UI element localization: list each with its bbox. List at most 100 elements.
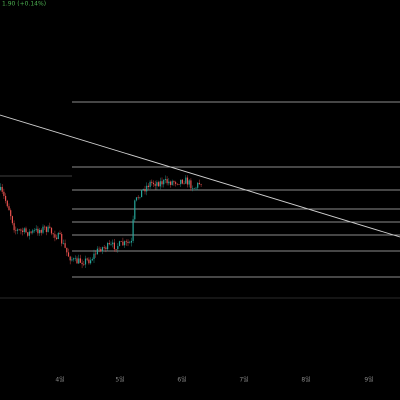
candle-body [71,259,73,261]
candle-body [197,182,199,188]
candle-body [57,232,59,239]
candle-body [125,241,127,242]
x-tick-label: 8일 [301,376,310,384]
candle-body [54,234,56,238]
candle-body [166,179,168,184]
candle-body [105,247,107,250]
candle-body [161,181,163,185]
candle-body [74,258,76,259]
candle-body [149,181,151,188]
candle-body [5,195,7,201]
candle-body [144,189,146,192]
candle-body [27,232,29,236]
candle-body [129,242,131,244]
x-tick-label: 6일 [177,376,186,384]
candle-body [180,179,182,185]
candle-body [76,258,78,264]
candle-body [30,231,32,233]
candle-body [132,219,134,241]
candle-body [193,188,195,189]
candle-body [115,249,117,250]
candle-body [103,247,105,248]
candle-body [28,231,30,236]
candle-body [156,182,158,186]
candle-body [159,181,161,187]
candle-body [93,253,95,260]
levels [0,101,400,299]
candle-body [8,206,10,211]
candle-body [84,258,87,265]
candle-body [142,189,144,190]
candle-body [107,243,109,250]
candle-body [15,230,17,231]
x-tick-label: 7일 [239,376,248,384]
candle-body [90,260,92,264]
quote-text: 1.90 (+0.14%) [2,1,46,8]
candle-body [3,191,5,196]
candle-body [178,184,180,185]
candle-body [44,226,46,228]
x-tick-label: 4일 [55,376,64,384]
candle-body [13,223,15,231]
candle-body [79,258,81,263]
candle-body [6,200,8,207]
candle-body [59,232,61,235]
candle-body [66,247,68,253]
candle-body [113,242,115,250]
candle-body [112,242,114,245]
candle-body [88,259,90,264]
candle-body [11,216,13,224]
candle-body [37,228,39,234]
candle-body [52,233,54,235]
candle-body [62,243,64,244]
candle-body [120,241,122,242]
candle-body [134,200,136,220]
candle-body [137,197,139,198]
candle-body [171,181,173,185]
candle-body [35,228,37,231]
candle-body [190,180,192,189]
x-tick-label: 9일 [364,376,373,384]
candles [0,175,202,269]
candle-body [175,182,177,184]
candle-body [158,182,160,187]
candle-body [69,256,71,261]
candle-body [154,184,156,186]
x-tick-label: 5일 [115,376,124,384]
candle-body [45,226,47,232]
candle-body [39,229,41,234]
candle-body [141,189,143,198]
candle-body [195,187,197,189]
candle-body [127,241,129,244]
candle-body [20,229,22,231]
candle-body [96,248,98,255]
candle-body [98,248,100,250]
candle-body [147,185,149,188]
candle-body [168,181,170,184]
candle-body [83,264,85,265]
candle-body [16,229,19,231]
candle-body [32,230,34,233]
x-axis: 4일 5일 6일 7일 8일 9일 [55,376,373,384]
candle-body [67,252,70,257]
candle-body [151,181,153,183]
candle-body [25,228,27,233]
candle-body [192,188,194,189]
candle-body [18,229,20,231]
candle-body [73,258,75,260]
candle-body [108,243,110,245]
candle-body [122,241,124,246]
candle-body [186,177,189,185]
candle-body [10,210,12,217]
candle-body [64,243,66,248]
candle-body [78,258,80,264]
candle-body [164,179,166,180]
candle-body [146,185,148,192]
candle-body [47,226,49,232]
candle-body [42,226,44,233]
candle-body [169,181,172,185]
candle-body [139,197,141,198]
trend-line [0,114,400,238]
candle-body [91,259,93,261]
